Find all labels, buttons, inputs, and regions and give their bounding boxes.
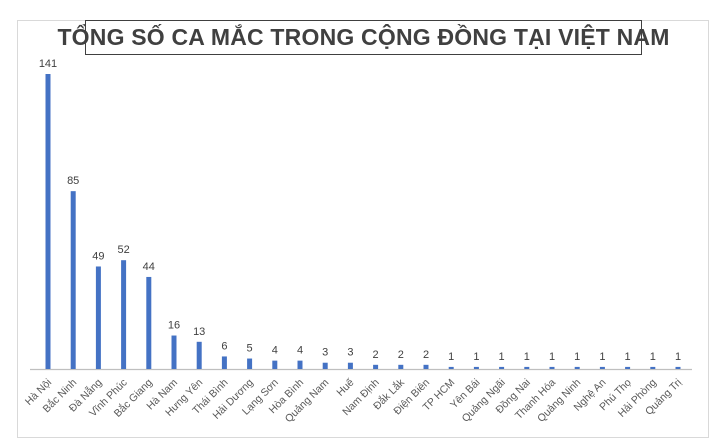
bar	[171, 335, 177, 369]
bar	[247, 358, 253, 369]
data-label: 1	[675, 351, 681, 363]
bar	[45, 74, 51, 369]
bar	[398, 364, 404, 369]
data-label: 1	[650, 351, 656, 363]
data-label: 1	[499, 351, 505, 363]
data-label: 1	[625, 351, 631, 363]
data-label: 52	[117, 244, 129, 256]
bar	[675, 366, 681, 369]
data-label: 141	[39, 58, 57, 70]
data-label: 1	[473, 351, 479, 363]
bar	[146, 276, 152, 369]
data-label: 2	[423, 349, 429, 361]
data-label: 2	[398, 349, 404, 361]
bar	[297, 360, 303, 369]
bar	[599, 366, 605, 369]
data-label: 2	[373, 349, 379, 361]
bar	[221, 356, 227, 369]
data-label: 6	[221, 340, 227, 352]
data-label: 1	[524, 351, 530, 363]
data-label: 44	[143, 261, 155, 273]
bar	[423, 364, 429, 369]
bar	[272, 360, 278, 369]
bar	[196, 341, 202, 369]
bar	[347, 362, 353, 369]
chart-frame	[17, 20, 709, 438]
data-label: 1	[448, 351, 454, 363]
bar	[95, 266, 101, 369]
data-label: 1	[574, 351, 580, 363]
bar	[373, 364, 379, 369]
bar	[322, 362, 328, 369]
bar	[473, 366, 479, 369]
data-label: 3	[347, 347, 353, 359]
data-label: 1	[599, 351, 605, 363]
bar	[574, 366, 580, 369]
bar	[448, 366, 454, 369]
bar	[499, 366, 505, 369]
data-label: 4	[297, 345, 303, 357]
data-label: 85	[67, 175, 79, 187]
chart-title: TỔNG SỐ CA MẮC TRONG CỘNG ĐỒNG TẠI VIỆT …	[57, 20, 669, 55]
data-label: 3	[322, 347, 328, 359]
bar	[625, 366, 631, 369]
bar	[121, 260, 127, 369]
data-label: 49	[92, 250, 104, 262]
bar	[524, 366, 530, 369]
data-label: 4	[272, 345, 278, 357]
data-label: 13	[193, 326, 205, 338]
bar	[650, 366, 656, 369]
data-label: 16	[168, 320, 180, 332]
bar	[549, 366, 555, 369]
bar	[70, 191, 76, 369]
data-label: 1	[549, 351, 555, 363]
data-label: 5	[247, 343, 253, 355]
